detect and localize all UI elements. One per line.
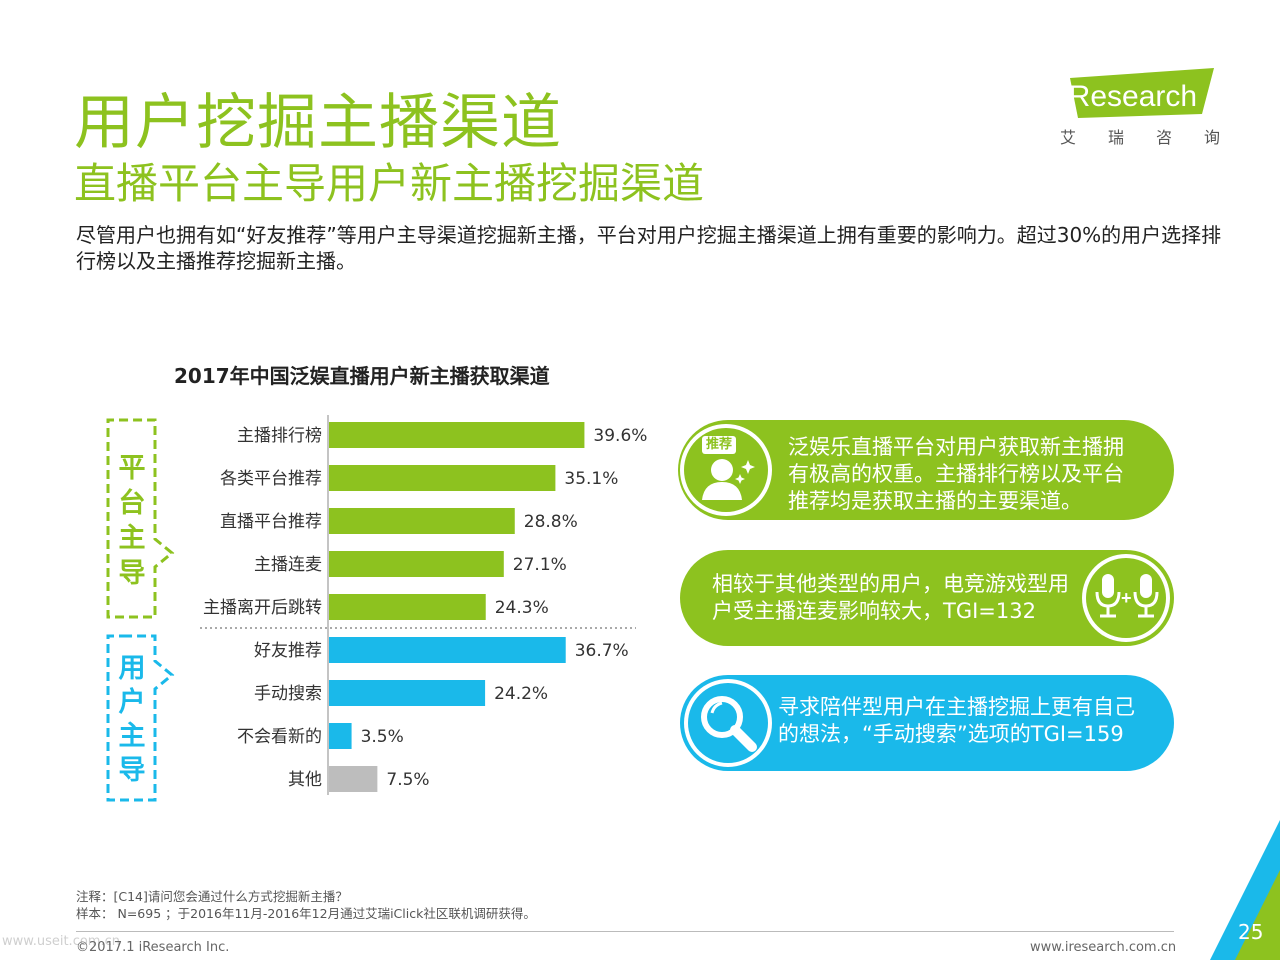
bar-1	[329, 465, 556, 491]
user-recommend-icon: 推荐	[692, 434, 762, 504]
value-label: 35.1%	[564, 469, 618, 489]
category-label: 好友推荐	[254, 641, 322, 661]
callout-companion-search: 寻求陪伴型用户在主播挖掘上更有自己的想法，“手动搜索”选项的TGI=159	[680, 675, 1174, 771]
group-label-char: 户	[119, 686, 146, 718]
category-label: 主播连麦	[254, 555, 322, 575]
recommend-badge-label: 推荐	[705, 437, 732, 452]
corner-decoration	[1210, 820, 1280, 960]
footer-divider	[76, 931, 1174, 932]
chart-notes: 注释：[C14]请问您会通过什么方式挖掘新主播？ 样本： N=695 ；于201…	[76, 888, 536, 922]
category-label: 各类平台推荐	[220, 469, 322, 489]
page-title: 用户挖掘主播渠道	[74, 88, 562, 158]
callout-companion-search-text: 寻求陪伴型用户在主播挖掘上更有自己的想法，“手动搜索”选项的TGI=159	[778, 695, 1135, 746]
callout-esports-lianmai: + 相较于其他类型的用户，电竞游戏型用户受主播连麦影响较大，TGI=132	[680, 550, 1174, 646]
logo-brand-text: iResearch	[1062, 80, 1197, 113]
bar-5	[329, 637, 566, 663]
category-label: 手动搜索	[254, 684, 322, 704]
platform-group-bracket	[106, 418, 175, 619]
callout-platform-weight-text: 泛娱乐直播平台对用户获取新主播拥有极高的权重。主播排行榜以及平台推荐均是获取主播…	[788, 435, 1124, 513]
category-label: 直播平台推荐	[220, 512, 322, 532]
bar-7	[329, 723, 352, 749]
user-group-bracket	[106, 634, 175, 802]
value-label: 36.7%	[575, 641, 629, 661]
category-label: 不会看新的	[237, 727, 322, 747]
iresearch-logo-mark: iResearch	[1062, 68, 1214, 118]
logo-cn-text: 艾 瑞 咨 询	[1060, 128, 1220, 147]
group-label-char: 导	[119, 558, 146, 589]
svg-text:+: +	[1121, 588, 1132, 608]
value-label: 24.2%	[494, 684, 548, 704]
value-label: 39.6%	[593, 426, 647, 446]
microphone-pair-icon: +	[1092, 570, 1162, 626]
category-label: 其他	[288, 770, 322, 790]
group-label-char: 用	[119, 653, 146, 684]
bar-2	[329, 508, 515, 534]
page-number: 25	[1238, 920, 1264, 944]
bar-0	[329, 422, 585, 448]
value-label: 24.3%	[495, 598, 549, 618]
bar-8	[329, 766, 378, 792]
value-label: 28.8%	[524, 512, 578, 532]
chart-title: 2017年中国泛娱直播用户新主播获取渠道	[174, 364, 550, 388]
page-subtitle: 直播平台主导用户新主播挖掘渠道	[74, 159, 705, 208]
category-label: 主播排行榜	[237, 426, 322, 446]
iresearch-logo: iResearch 艾 瑞 咨 询	[1056, 68, 1221, 148]
category-label: 主播离开后跳转	[203, 598, 322, 618]
survey-question-note: 注释：[C14]请问您会通过什么方式挖掘新主播？	[76, 889, 348, 904]
callout-platform-weight: 推荐 泛娱乐直播平台对用户获取新主播拥有极高的权重。主播排行榜以及平台推荐均是获…	[678, 420, 1174, 520]
website-link[interactable]: www.iresearch.com.cn	[1030, 940, 1177, 955]
group-label-char: 导	[119, 755, 146, 786]
bar-4	[329, 594, 486, 620]
bar-3	[329, 551, 504, 577]
group-label-char: 台	[119, 487, 146, 519]
copyright: ©2017.1 iResearch Inc.	[76, 940, 230, 955]
value-label: 27.1%	[513, 555, 567, 575]
group-label-char: 平	[119, 453, 146, 484]
magnifier-icon	[694, 689, 764, 759]
value-label: 3.5%	[361, 727, 404, 747]
watermark: www.useit.com.cn	[2, 934, 120, 949]
sample-note: 样本： N=695 ；于2016年11月-2016年12月通过艾瑞iClick社…	[76, 906, 536, 921]
intro-paragraph: 尽管用户也拥有如“好友推荐”等用户主导渠道挖掘新主播，平台对用户挖掘主播渠道上拥…	[76, 223, 1222, 273]
value-label: 7.5%	[386, 770, 429, 790]
group-label-char: 主	[119, 721, 146, 752]
callout-esports-lianmai-text: 相较于其他类型的用户，电竞游戏型用户受主播连麦影响较大，TGI=132	[712, 572, 1069, 623]
bar-6	[329, 680, 486, 706]
group-label-char: 主	[119, 523, 146, 554]
